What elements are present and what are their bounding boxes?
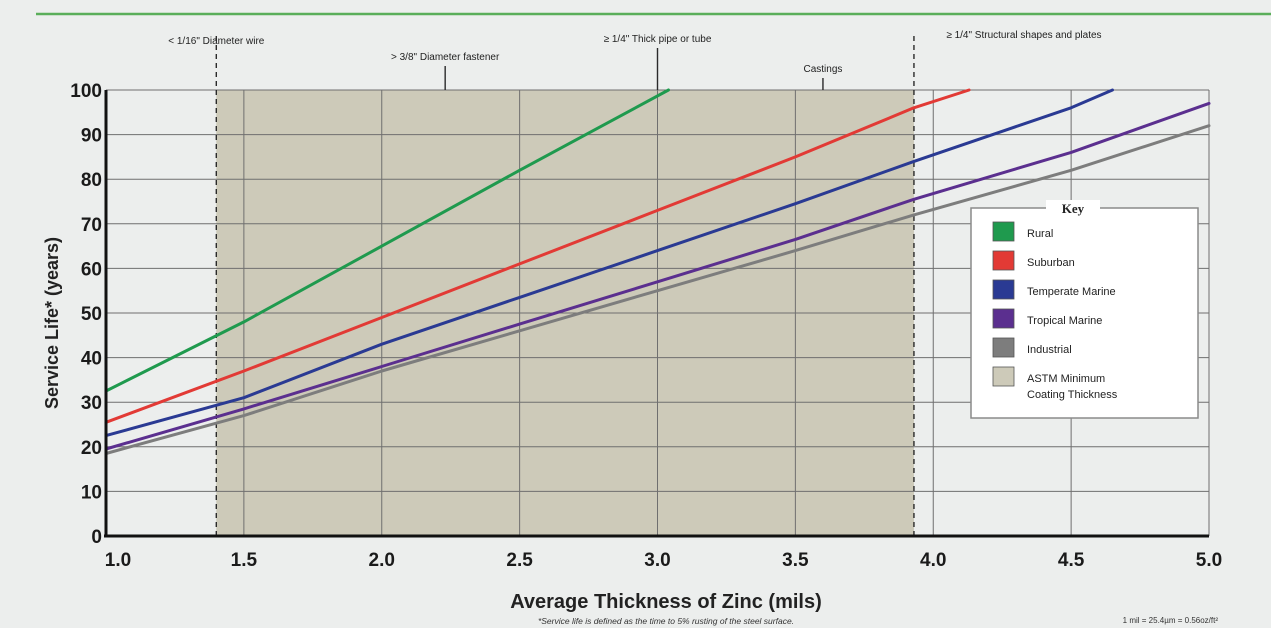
x-tick-labels: 1.0 1.5 2.0 2.5 3.0 3.5 4.0 4.5 5.0 (105, 550, 1222, 571)
x-axis-label: Average Thickness of Zinc (mils) (510, 591, 822, 613)
unit-note: 1 mil = 25.4µm = 0.56oz/ft² (1123, 616, 1219, 625)
legend-label-4: Industrial (1027, 344, 1072, 356)
annotation-label-1: > 3/8" Diameter fastener (391, 52, 500, 63)
legend-swatch-0 (992, 221, 1015, 242)
x-tick-label-5: 3.5 (782, 550, 809, 571)
legend-swatch-3 (992, 308, 1015, 329)
legend-title-bg (1046, 200, 1100, 216)
x-tick-label-1: 1.5 (231, 550, 258, 571)
y-tick-label-5: 50 (81, 304, 102, 325)
x-tick-label-2: 2.0 (369, 550, 395, 571)
y-tick-label-2: 20 (81, 438, 102, 459)
legend-label-0: Rural (1027, 228, 1053, 240)
legend-label-2: Temperate Marine (1027, 286, 1116, 298)
legend: Key Rural Suburban Temperate Marine Tropica… (970, 200, 1199, 419)
x-tick-label-8: 5.0 (1196, 550, 1222, 571)
annotation-labels: < 1/16" Diameter wire > 3/8" Diameter fas… (168, 30, 1101, 75)
legend-swatch-4 (992, 337, 1015, 358)
legend-swatch-5 (992, 366, 1015, 387)
legend-swatch-2 (992, 279, 1015, 300)
y-tick-label-7: 70 (81, 215, 102, 236)
series-lines (104, 88, 1211, 455)
legend-label-3: Tropical Marine (1027, 315, 1102, 327)
footnote: *Service life is defined as the time to … (538, 616, 794, 626)
series-line-tropical-marine (104, 101, 1211, 451)
x-tick-label-3: 2.5 (506, 550, 533, 571)
y-tick-label-1: 10 (81, 482, 102, 503)
y-tick-label-3: 30 (81, 393, 102, 414)
y-tick-label-10: 100 (70, 81, 102, 102)
x-tick-label-0: 1.0 (105, 550, 131, 571)
x-tick-label-7: 4.5 (1058, 550, 1085, 571)
annotation-label-4: Castings (803, 64, 842, 75)
series-line-industrial (104, 124, 1211, 455)
y-tick-label-8: 80 (81, 170, 102, 191)
legend-swatch-1 (992, 250, 1015, 271)
x-tick-label-6: 4.0 (920, 550, 946, 571)
series-line-rural (104, 88, 670, 393)
legend-label-1: Suburban (1027, 257, 1075, 269)
y-axis-label: Service Life* (years) (42, 237, 62, 409)
legend-title: Key (1062, 201, 1085, 216)
annotation-label-3: ≥ 1/4" Structural shapes and plates (946, 30, 1101, 41)
annotation-lines (215, 36, 915, 536)
annotation-label-0: < 1/16" Diameter wire (168, 36, 265, 47)
y-tick-labels: 0 10 20 30 40 50 60 70 80 90 100 (70, 81, 102, 548)
series-line-suburban (104, 88, 971, 424)
y-tick-label-6: 60 (81, 259, 102, 280)
y-tick-label-9: 90 (81, 126, 102, 147)
legend-items: Rural Suburban Temperate Marine Tropical Ma… (992, 221, 1118, 401)
legend-label-5: ASTM Minimum Coating Thickness (1027, 373, 1118, 401)
y-tick-label-4: 40 (81, 349, 102, 370)
series-line-temperate-marine (104, 88, 1114, 438)
x-tick-label-4: 3.0 (644, 550, 670, 571)
annotation-label-2: ≥ 1/4" Thick pipe or tube (604, 34, 712, 45)
y-tick-label-0: 0 (91, 527, 102, 548)
